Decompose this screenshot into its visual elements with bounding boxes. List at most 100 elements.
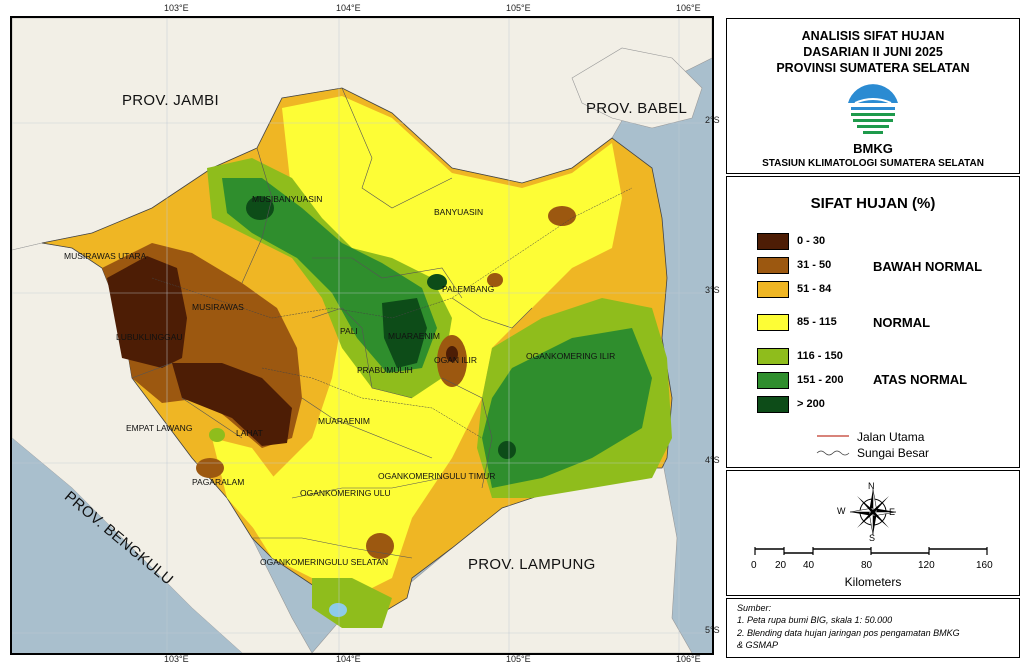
coord-right-4s: 4°S: [705, 455, 720, 465]
legend-category-atas: ATAS NORMAL: [873, 372, 968, 387]
scale-unit: Kilometers: [844, 575, 902, 589]
source-heading: Sumber:: [737, 603, 772, 613]
bmkg-logo-text: BMKG: [853, 141, 893, 156]
coord-top-106: 106°E: [676, 3, 701, 13]
compass-s: S: [869, 533, 876, 543]
compass-e: E: [889, 507, 896, 517]
bengkulu-coast-sea: [12, 438, 242, 653]
label-empat-lawang: EMPAT LAWANG: [126, 423, 193, 433]
graticule: [12, 18, 712, 653]
river-line-icon: [816, 450, 850, 456]
source-panel: Sumber: 1. Peta rupa bumi BIG, skala 1: …: [726, 598, 1020, 658]
zone-bawah-palembang: [487, 273, 503, 287]
coord-top-105: 105°E: [506, 3, 531, 13]
legend-range-over-200: > 200: [797, 398, 825, 410]
zone-bawah-oku-selatan: [366, 533, 394, 559]
coord-right-5s: 5°S: [705, 625, 720, 635]
compass-n: N: [868, 481, 875, 491]
title-line-3: PROVINSI SUMATERA SELATAN: [776, 61, 970, 75]
zone-bawah-ogan-ilir-dark: [446, 346, 458, 362]
zone-extreme-musibanyuasin: [246, 196, 274, 220]
legend-swatch-over-200: [757, 396, 789, 413]
coord-right-2s: 2°S: [705, 115, 720, 125]
label-pagaralam: PAGARALAM: [192, 477, 245, 487]
scale-bar: [754, 547, 988, 555]
source-line-3: & GSMAP: [737, 640, 779, 650]
zone-extreme-oki: [498, 441, 516, 459]
label-musirawas: MUSIRAWAS: [192, 302, 244, 312]
coord-right-3s: 3°S: [705, 285, 720, 295]
title-line-2: DASARIAN II JUNI 2025: [803, 45, 943, 59]
label-prabumulih: PRABUMULIH: [357, 365, 413, 375]
zone-extreme-palembang: [427, 274, 447, 290]
coord-top-104: 104°E: [336, 3, 361, 13]
zone-atas-empat-lawang: [209, 428, 225, 442]
land-babel: [571, 47, 703, 129]
legend-river-label: Sungai Besar: [857, 446, 930, 460]
compass-w: W: [837, 506, 846, 516]
label-ogankomering-ulu: OGANKOMERING ULU: [300, 488, 391, 498]
label-muaraenim-north: MUARAENIM: [388, 331, 440, 341]
title-line-1: ANALISIS SIFAT HUJAN: [801, 29, 945, 43]
label-ogankomeringulu-timur: OGANKOMERINGULU TIMUR: [378, 471, 496, 481]
legend-road-label: Jalan Utama: [857, 430, 925, 444]
label-lahat: LAHAT: [236, 428, 263, 438]
scale-tick-0: 0: [751, 560, 757, 571]
legend-range-85-115: 85 - 115: [797, 316, 837, 328]
label-muaraenim-south: MUARAENIM: [318, 416, 370, 426]
legend-range-151-200: 151 - 200: [797, 374, 844, 386]
label-prov-jambi: PROV. JAMBI: [122, 92, 219, 109]
scale-tick-40: 40: [803, 560, 815, 571]
label-prov-babel: PROV. BABEL: [586, 100, 688, 117]
coord-bottom-103: 103°E: [164, 654, 189, 664]
legend-category-bawah: BAWAH NORMAL: [873, 259, 983, 274]
label-musibanyuasin: MUSIBANYUASIN: [252, 194, 323, 204]
legend-range-51-84: 51 - 84: [797, 283, 832, 295]
label-lubuklinggau: LUBUKLINGGAU: [116, 332, 183, 342]
scale-tick-20: 20: [775, 560, 787, 571]
label-ogankomering-ilir: OGANKOMERING ILIR: [526, 351, 616, 361]
source-line-2: 2. Blending data hujan jaringan pos peng…: [737, 628, 960, 638]
zone-bawah-banyuasin: [548, 206, 576, 226]
label-musirawas-utara: MUSIRAWAS UTARA: [64, 251, 147, 261]
legend-swatch-0-30: [757, 233, 789, 250]
zone-extreme-muaraenim: [382, 298, 427, 368]
legend-panel: SIFAT HUJAN (%) 0 - 30 31 - 50 51 - 84 8…: [726, 176, 1020, 468]
legend-swatch-31-50: [757, 257, 789, 274]
coord-bottom-106: 106°E: [676, 654, 701, 664]
scale-tick-80: 80: [861, 560, 873, 571]
legend-swatch-85-115: [757, 314, 789, 331]
station-name: STASIUN KLIMATOLOGI SUMATERA SELATAN: [762, 158, 984, 169]
label-ogankomeringulu-selatan: OGANKOMERINGULU SELATAN: [260, 557, 389, 567]
legend-range-116-150: 116 - 150: [797, 350, 843, 362]
compass-rose-icon: [849, 488, 897, 536]
coord-top-103: 103°E: [164, 3, 189, 13]
rainfall-map: [12, 18, 712, 653]
title-panel: ANALISIS SIFAT HUJAN DASARIAN II JUNI 20…: [726, 18, 1020, 174]
rivers: [151, 187, 633, 439]
map-frame: PROV. JAMBI PROV. BABEL PROV. BENGKULU P…: [10, 16, 714, 655]
legend-swatch-116-150: [757, 348, 789, 365]
scale-tick-160: 160: [976, 560, 993, 571]
legend-range-31-50: 31 - 50: [797, 259, 832, 271]
district-boundaries: [131, 87, 533, 559]
coord-bottom-104: 104°E: [336, 654, 361, 664]
legend-range-0-30: 0 - 30: [797, 235, 826, 247]
zone-bawah-pagaralam: [196, 458, 224, 478]
legend-line-symbols: [816, 435, 850, 456]
label-banyuasin: BANYUASIN: [434, 207, 484, 217]
label-pali: PALI: [340, 326, 358, 336]
legend-title: SIFAT HUJAN (%): [810, 195, 936, 212]
label-ogan-ilir: OGAN ILIR: [434, 355, 477, 365]
legend-swatch-151-200: [757, 372, 789, 389]
coord-bottom-105: 105°E: [506, 654, 531, 664]
label-prov-lampung: PROV. LAMPUNG: [468, 556, 596, 573]
legend-swatch-51-84: [757, 281, 789, 298]
lake-ranau: [329, 603, 347, 617]
label-palembang: PALEMBANG: [442, 284, 495, 294]
legend-category-normal: NORMAL: [873, 315, 931, 330]
source-line-1: 1. Peta rupa bumi BIG, skala 1: 50.000: [737, 615, 893, 625]
zone-atas-east-dark: [482, 328, 652, 488]
bmkg-logo-icon: [846, 82, 900, 136]
scale-tick-120: 120: [918, 560, 935, 571]
